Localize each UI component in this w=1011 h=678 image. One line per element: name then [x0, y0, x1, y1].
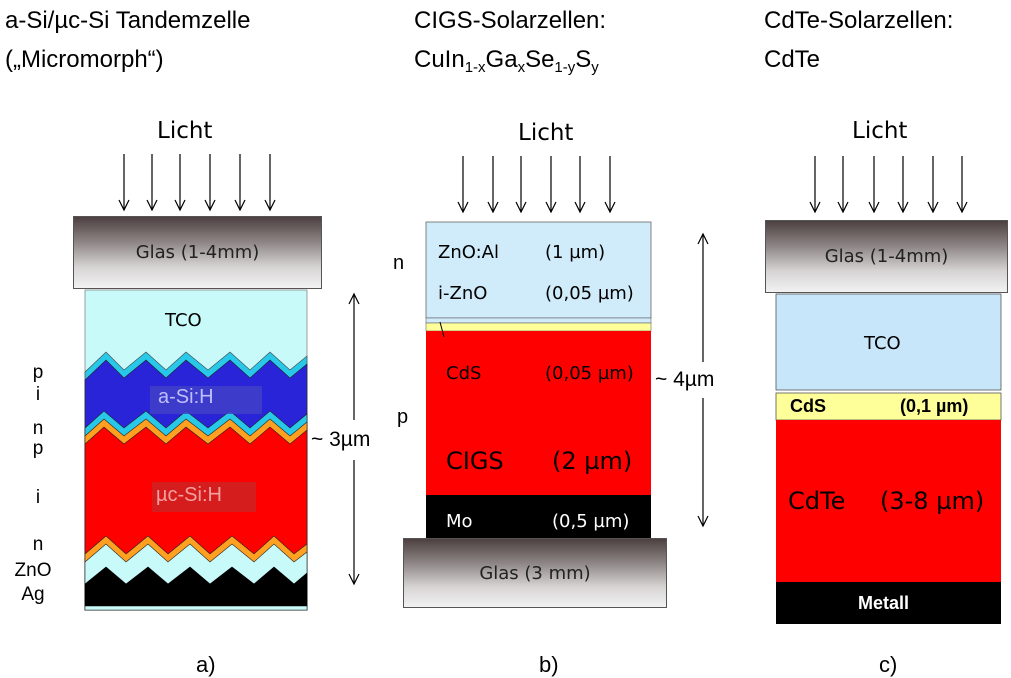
- znoal-thickness: (1 µm): [545, 242, 606, 263]
- glass-label-a: Glas (1-4mm): [135, 242, 260, 263]
- thickness-label-a: ~ 3µm: [311, 428, 371, 451]
- tco-label-a: TCO: [165, 310, 202, 331]
- light-arrows-c: [809, 156, 968, 214]
- formula-sub: x: [517, 59, 526, 76]
- mo-thickness: (0,5 µm): [552, 511, 630, 532]
- title-c-line2: CdTe: [764, 46, 821, 73]
- side-label-n2: n: [32, 534, 44, 555]
- light-arrows-b: [457, 156, 616, 214]
- caption-b: b): [539, 652, 559, 677]
- side-label-p1: p: [32, 362, 44, 383]
- side-label-n1: n: [32, 418, 44, 439]
- light-arrows-a: [118, 154, 276, 212]
- znoal-layer: [425, 221, 652, 319]
- izno-thickness: (0,05 µm): [545, 283, 634, 304]
- side-label-zno: ZnO: [14, 560, 52, 581]
- cell-b-stack: [425, 221, 652, 538]
- formula-sub: 1-x: [464, 59, 486, 76]
- izno-layer: [425, 317, 652, 324]
- cds-layer-b: [425, 322, 652, 332]
- caption-c: c): [879, 652, 898, 677]
- n-label-b: n: [393, 252, 405, 274]
- caption-a: a): [196, 652, 216, 677]
- izno-label: i-ZnO: [438, 283, 488, 304]
- cigs-layer: [426, 331, 651, 495]
- metal-label: Metall: [858, 593, 910, 613]
- thickness-arrow-b: [697, 232, 709, 528]
- cds-pointer: [439, 321, 445, 338]
- formula-sub: 1-y: [554, 59, 576, 76]
- light-label-b: Licht: [518, 120, 574, 146]
- glass-layer-c: Glas (1-4mm): [765, 220, 1008, 293]
- cell-c-stack: [775, 293, 1002, 624]
- glass-layer-b: Glas (3 mm): [403, 538, 667, 608]
- glass-label-b: Glas (3 mm): [479, 562, 591, 584]
- cds-thickness-c: (0,1 µm): [900, 396, 969, 416]
- glass-label-c: Glas (1-4mm): [824, 246, 949, 267]
- title-b-line1: CIGS-Solarzellen:: [414, 7, 607, 34]
- title-a-line2: („Micromorph“): [5, 46, 164, 73]
- metal-layer: [776, 582, 1001, 624]
- ucsi-label: µc-Si:H: [156, 484, 222, 506]
- title-a-line1: a-Si/µc-Si Tandemzelle: [5, 7, 251, 34]
- light-label-a: Licht: [157, 118, 213, 144]
- cdte-label: CdTe: [788, 487, 846, 515]
- formula-part: S: [575, 46, 592, 73]
- cdte-thickness: (3-8 µm): [880, 487, 985, 515]
- cds-layer-c: [775, 392, 1002, 421]
- formula-part: Ga: [485, 46, 518, 73]
- light-label-c: Licht: [852, 118, 908, 144]
- cdte-layer: [776, 420, 1001, 582]
- p-label-b: p: [397, 406, 409, 428]
- formula-part: Se: [525, 46, 555, 73]
- glass-layer-a: Glas (1-4mm): [73, 216, 322, 289]
- mo-layer: [426, 495, 651, 538]
- tco-label-c: TCO: [864, 333, 901, 354]
- formula-sub: y: [591, 59, 599, 76]
- znoal-label: ZnO:Al: [438, 242, 499, 263]
- side-label-ag: Ag: [21, 584, 45, 605]
- cigs-label: CIGS: [446, 447, 504, 475]
- thickness-label-b: ~ 4µm: [655, 368, 715, 391]
- tco-layer-c: [775, 293, 1002, 391]
- side-label-p2: p: [32, 438, 44, 459]
- ucsi-label-bg: [152, 482, 256, 512]
- side-label-i2: i: [35, 487, 41, 508]
- cds-label-b: CdS: [446, 363, 482, 384]
- cds-thickness-b: (0,05 µm): [545, 363, 634, 384]
- cigs-thickness: (2 µm): [552, 447, 633, 475]
- side-label-i1: i: [35, 384, 41, 405]
- thickness-arrow-a: [348, 292, 360, 586]
- cds-label-c: CdS: [790, 396, 826, 416]
- ag-layer: [84, 566, 308, 607]
- title-b-formula: CuIn1-xGaxSe1-ySy: [414, 45, 599, 83]
- asi-label: a-Si:H: [158, 386, 214, 408]
- title-c-line1: CdTe-Solarzellen:: [764, 7, 954, 34]
- mo-label: Mo: [446, 511, 473, 532]
- cell-a-stack: [84, 289, 308, 611]
- asi-label-bg: [150, 386, 262, 414]
- formula-part: CuIn: [414, 46, 465, 73]
